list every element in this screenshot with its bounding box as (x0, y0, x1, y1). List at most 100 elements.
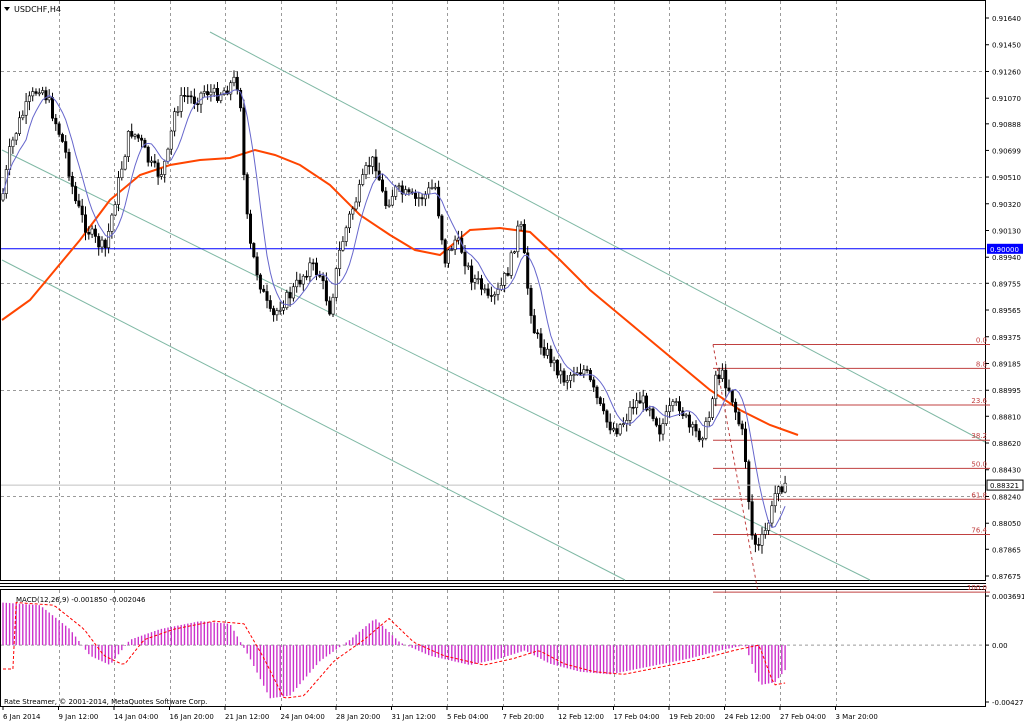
price-tick-label: 0.89185 (992, 360, 1021, 368)
candle-body (374, 156, 378, 172)
candle-body (278, 309, 282, 312)
candle-body (661, 423, 665, 435)
time-tick-label: 19 Feb 20:00 (669, 713, 715, 721)
candle-body (668, 405, 672, 413)
candle-body (54, 117, 58, 125)
price-tick-label: 0.87675 (992, 573, 1021, 581)
candle-body (77, 200, 81, 207)
candle-body (539, 333, 543, 348)
time-tick-label: 5 Feb 04:00 (447, 713, 488, 721)
candle-body (760, 534, 764, 546)
candle-body (133, 134, 137, 137)
fibo-level-label: 50.0 (971, 460, 987, 468)
candle-body (503, 273, 507, 286)
dropdown-triangle-icon[interactable] (4, 7, 10, 11)
candle-body (671, 401, 675, 406)
candle-body (479, 278, 483, 290)
candle-body (272, 308, 276, 316)
time-tick-label: 12 Feb 12:00 (558, 713, 604, 721)
candle-body (654, 418, 658, 426)
candle-body (512, 251, 516, 254)
level-tag (987, 243, 1023, 254)
fibo-level-label: 38.2 (971, 432, 987, 440)
candle-body (569, 374, 573, 381)
candle-body (242, 107, 246, 175)
candle-body (371, 156, 375, 167)
candle-body (417, 197, 421, 199)
macd-tick-label: 0.00 (992, 642, 1008, 650)
candle-body (380, 179, 384, 192)
price-tick-label: 0.88240 (992, 493, 1021, 501)
channel-line (1, 259, 626, 581)
candle-body (615, 428, 619, 435)
candle-body (552, 359, 556, 364)
candle-body (321, 276, 325, 282)
candle-body (156, 162, 160, 177)
candle-body (281, 307, 285, 311)
candle-body (757, 544, 761, 546)
candle-body (397, 185, 401, 188)
candle-body (245, 174, 249, 215)
candle-body (183, 95, 187, 97)
candle-body (420, 197, 424, 200)
candle-body (113, 204, 117, 216)
level-line-0.90000[interactable]: 0.90000 (1, 243, 1023, 254)
candle-body (192, 96, 196, 105)
candle-body (446, 249, 450, 264)
candle-body (186, 95, 190, 98)
price-axis: 0.91640 0.91450 0.91260 0.91070 0.90888 0.906… (1, 15, 1024, 581)
candle-body (8, 146, 12, 170)
time-tick-label: 24 Jan 04:00 (281, 713, 325, 721)
candle-body (638, 400, 642, 404)
candle-body (357, 184, 361, 203)
candle-body (334, 268, 338, 298)
candle-body (470, 265, 474, 283)
candle-body (644, 395, 648, 411)
price-tick-label: 0.90130 (992, 228, 1021, 236)
candle-body (265, 291, 269, 301)
fibo-level-label: 61.8 (971, 491, 987, 499)
candle-body (750, 501, 754, 536)
candle-body (347, 213, 351, 229)
candle-body (407, 189, 411, 193)
candle-body (578, 372, 582, 375)
candle-body (747, 461, 751, 502)
candle-body (41, 90, 45, 94)
candle-body (423, 193, 427, 200)
candle-body (305, 275, 309, 278)
candle-body (727, 387, 731, 391)
candle-body (545, 348, 549, 356)
candle-body (707, 417, 711, 422)
candle-body (701, 438, 705, 441)
candle-body (103, 239, 107, 248)
candle-body (631, 406, 635, 409)
candle-body (743, 428, 747, 462)
candle-body (651, 408, 655, 419)
candle-body (229, 82, 233, 95)
candle-body (489, 295, 493, 297)
candle-body (50, 97, 54, 119)
candle-body (592, 379, 596, 388)
candle-body (324, 280, 328, 302)
time-tick-label: 6 Jan 2014 (3, 713, 41, 721)
price-tick-label: 0.88810 (992, 413, 1021, 421)
macd-pane (0, 589, 986, 707)
candle-body (262, 288, 266, 292)
candle-body (404, 189, 408, 195)
candle-body (621, 423, 625, 425)
candle-body (585, 369, 589, 371)
price-tick-label: 0.91260 (992, 68, 1021, 76)
candle-body (163, 160, 167, 175)
fibonacci-retracement[interactable]: 0.0 8.8 23.6 38.2 50.0 61.8 76.4 100.0 (712, 336, 990, 593)
candle-body (658, 424, 662, 435)
candle-body (93, 228, 97, 237)
candle-body (252, 243, 256, 258)
candle-body (120, 168, 124, 178)
candle-body (453, 239, 457, 250)
candle-body (222, 90, 226, 95)
candle-body (196, 103, 200, 106)
candle-body (87, 232, 91, 235)
candle-body (704, 421, 708, 439)
candle-body (169, 130, 173, 150)
